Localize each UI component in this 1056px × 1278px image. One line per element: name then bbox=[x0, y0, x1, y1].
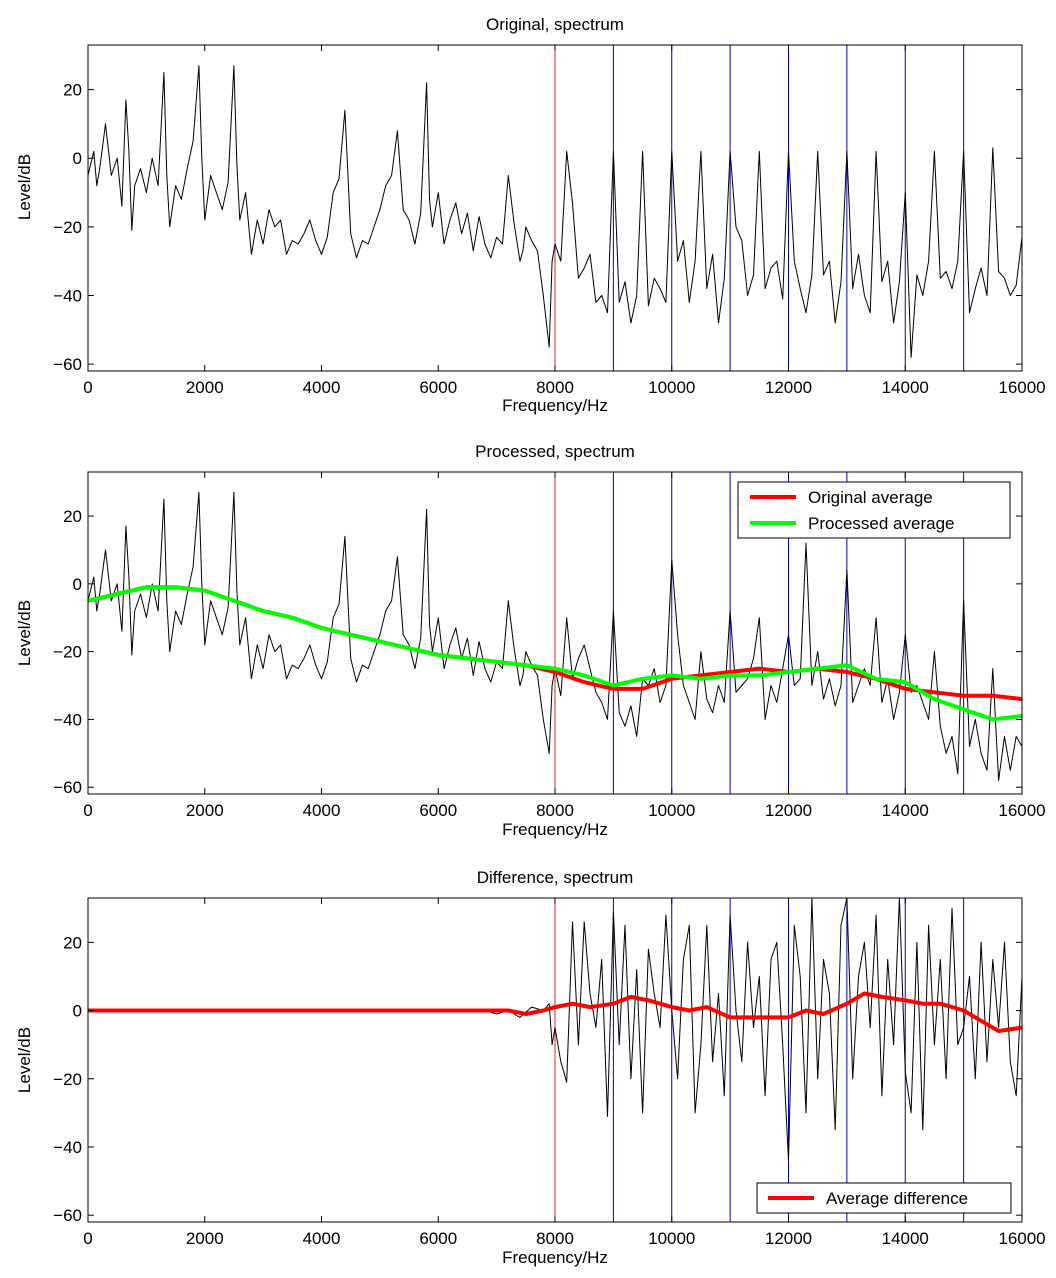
x-tick-label: 12000 bbox=[765, 1229, 812, 1248]
y-tick-label: −60 bbox=[53, 355, 82, 374]
x-tick-label: 14000 bbox=[882, 378, 929, 397]
legend-label-original-average: Original average bbox=[808, 488, 933, 507]
chart-title: Difference, spectrum bbox=[477, 868, 634, 887]
series-line-spectrum bbox=[88, 898, 1022, 1162]
x-tick-label: 4000 bbox=[303, 801, 341, 820]
x-axis-label: Frequency/Hz bbox=[502, 1248, 608, 1267]
x-tick-label: 4000 bbox=[303, 1229, 341, 1248]
series-line-average-difference bbox=[88, 991, 1022, 1033]
y-tick-label: 20 bbox=[63, 507, 82, 526]
x-tick-label: 10000 bbox=[648, 801, 695, 820]
x-tick-label: 2000 bbox=[186, 1229, 224, 1248]
x-tick-label: 0 bbox=[83, 378, 92, 397]
y-tick-label: 20 bbox=[63, 933, 82, 952]
y-tick-label: −20 bbox=[53, 218, 82, 237]
y-tick-label: −20 bbox=[53, 643, 82, 662]
panel-processed: Processed, spectrum Frequency/Hz Level/d… bbox=[15, 442, 1046, 839]
x-tick-label: 8000 bbox=[536, 801, 574, 820]
x-tick-label: 10000 bbox=[648, 378, 695, 397]
plot-layer bbox=[88, 898, 1022, 1222]
x-tick-label: 0 bbox=[83, 801, 92, 820]
x-tick-label: 16000 bbox=[998, 378, 1045, 397]
legend: Original average Processed average bbox=[737, 481, 1011, 539]
x-tick-label: 8000 bbox=[536, 1229, 574, 1248]
y-tick-label: −20 bbox=[53, 1070, 82, 1089]
y-axis-label: Level/dB bbox=[15, 1027, 34, 1093]
x-tick-label: 12000 bbox=[765, 801, 812, 820]
y-tick-label: −60 bbox=[53, 778, 82, 797]
x-tick-label: 6000 bbox=[419, 801, 457, 820]
y-tick-label: 0 bbox=[73, 575, 82, 594]
y-tick-label: 20 bbox=[63, 81, 82, 100]
x-tick-label: 16000 bbox=[998, 1229, 1045, 1248]
x-tick-label: 14000 bbox=[882, 801, 929, 820]
plot-layer bbox=[88, 45, 1022, 371]
y-tick-label: −40 bbox=[53, 710, 82, 729]
series-line-spectrum bbox=[88, 65, 1022, 358]
x-tick-label: 16000 bbox=[998, 801, 1045, 820]
y-tick-label: −60 bbox=[53, 1206, 82, 1225]
x-tick-label: 6000 bbox=[419, 378, 457, 397]
x-tick-label: 14000 bbox=[882, 1229, 929, 1248]
panel-original: Original, spectrum Frequency/Hz Level/dB… bbox=[15, 15, 1046, 415]
panel-difference: Difference, spectrum Frequency/Hz Level/… bbox=[15, 868, 1046, 1267]
x-tick-label: 6000 bbox=[419, 1229, 457, 1248]
y-axis-label: Level/dB bbox=[15, 600, 34, 666]
y-tick-label: 0 bbox=[73, 149, 82, 168]
x-tick-label: 8000 bbox=[536, 378, 574, 397]
legend-box bbox=[737, 481, 1011, 539]
x-tick-label: 0 bbox=[83, 1229, 92, 1248]
chart-title: Original, spectrum bbox=[486, 15, 624, 34]
y-tick-label: −40 bbox=[53, 1138, 82, 1157]
x-tick-label: 2000 bbox=[186, 378, 224, 397]
x-axis-label: Frequency/Hz bbox=[502, 396, 608, 415]
x-tick-label: 2000 bbox=[186, 801, 224, 820]
x-tick-label: 4000 bbox=[303, 378, 341, 397]
x-axis-label: Frequency/Hz bbox=[502, 820, 608, 839]
chart-title: Processed, spectrum bbox=[475, 442, 635, 461]
legend-label-average-difference: Average difference bbox=[826, 1189, 968, 1208]
y-axis-label: Level/dB bbox=[15, 154, 34, 220]
legend: Average difference bbox=[756, 1182, 1012, 1214]
y-tick-label: 0 bbox=[73, 1002, 82, 1021]
y-tick-label: −40 bbox=[53, 287, 82, 306]
series-line-processed-average bbox=[88, 585, 1022, 722]
x-tick-label: 12000 bbox=[765, 378, 812, 397]
legend-label-processed-average: Processed average bbox=[808, 514, 954, 533]
x-tick-label: 10000 bbox=[648, 1229, 695, 1248]
